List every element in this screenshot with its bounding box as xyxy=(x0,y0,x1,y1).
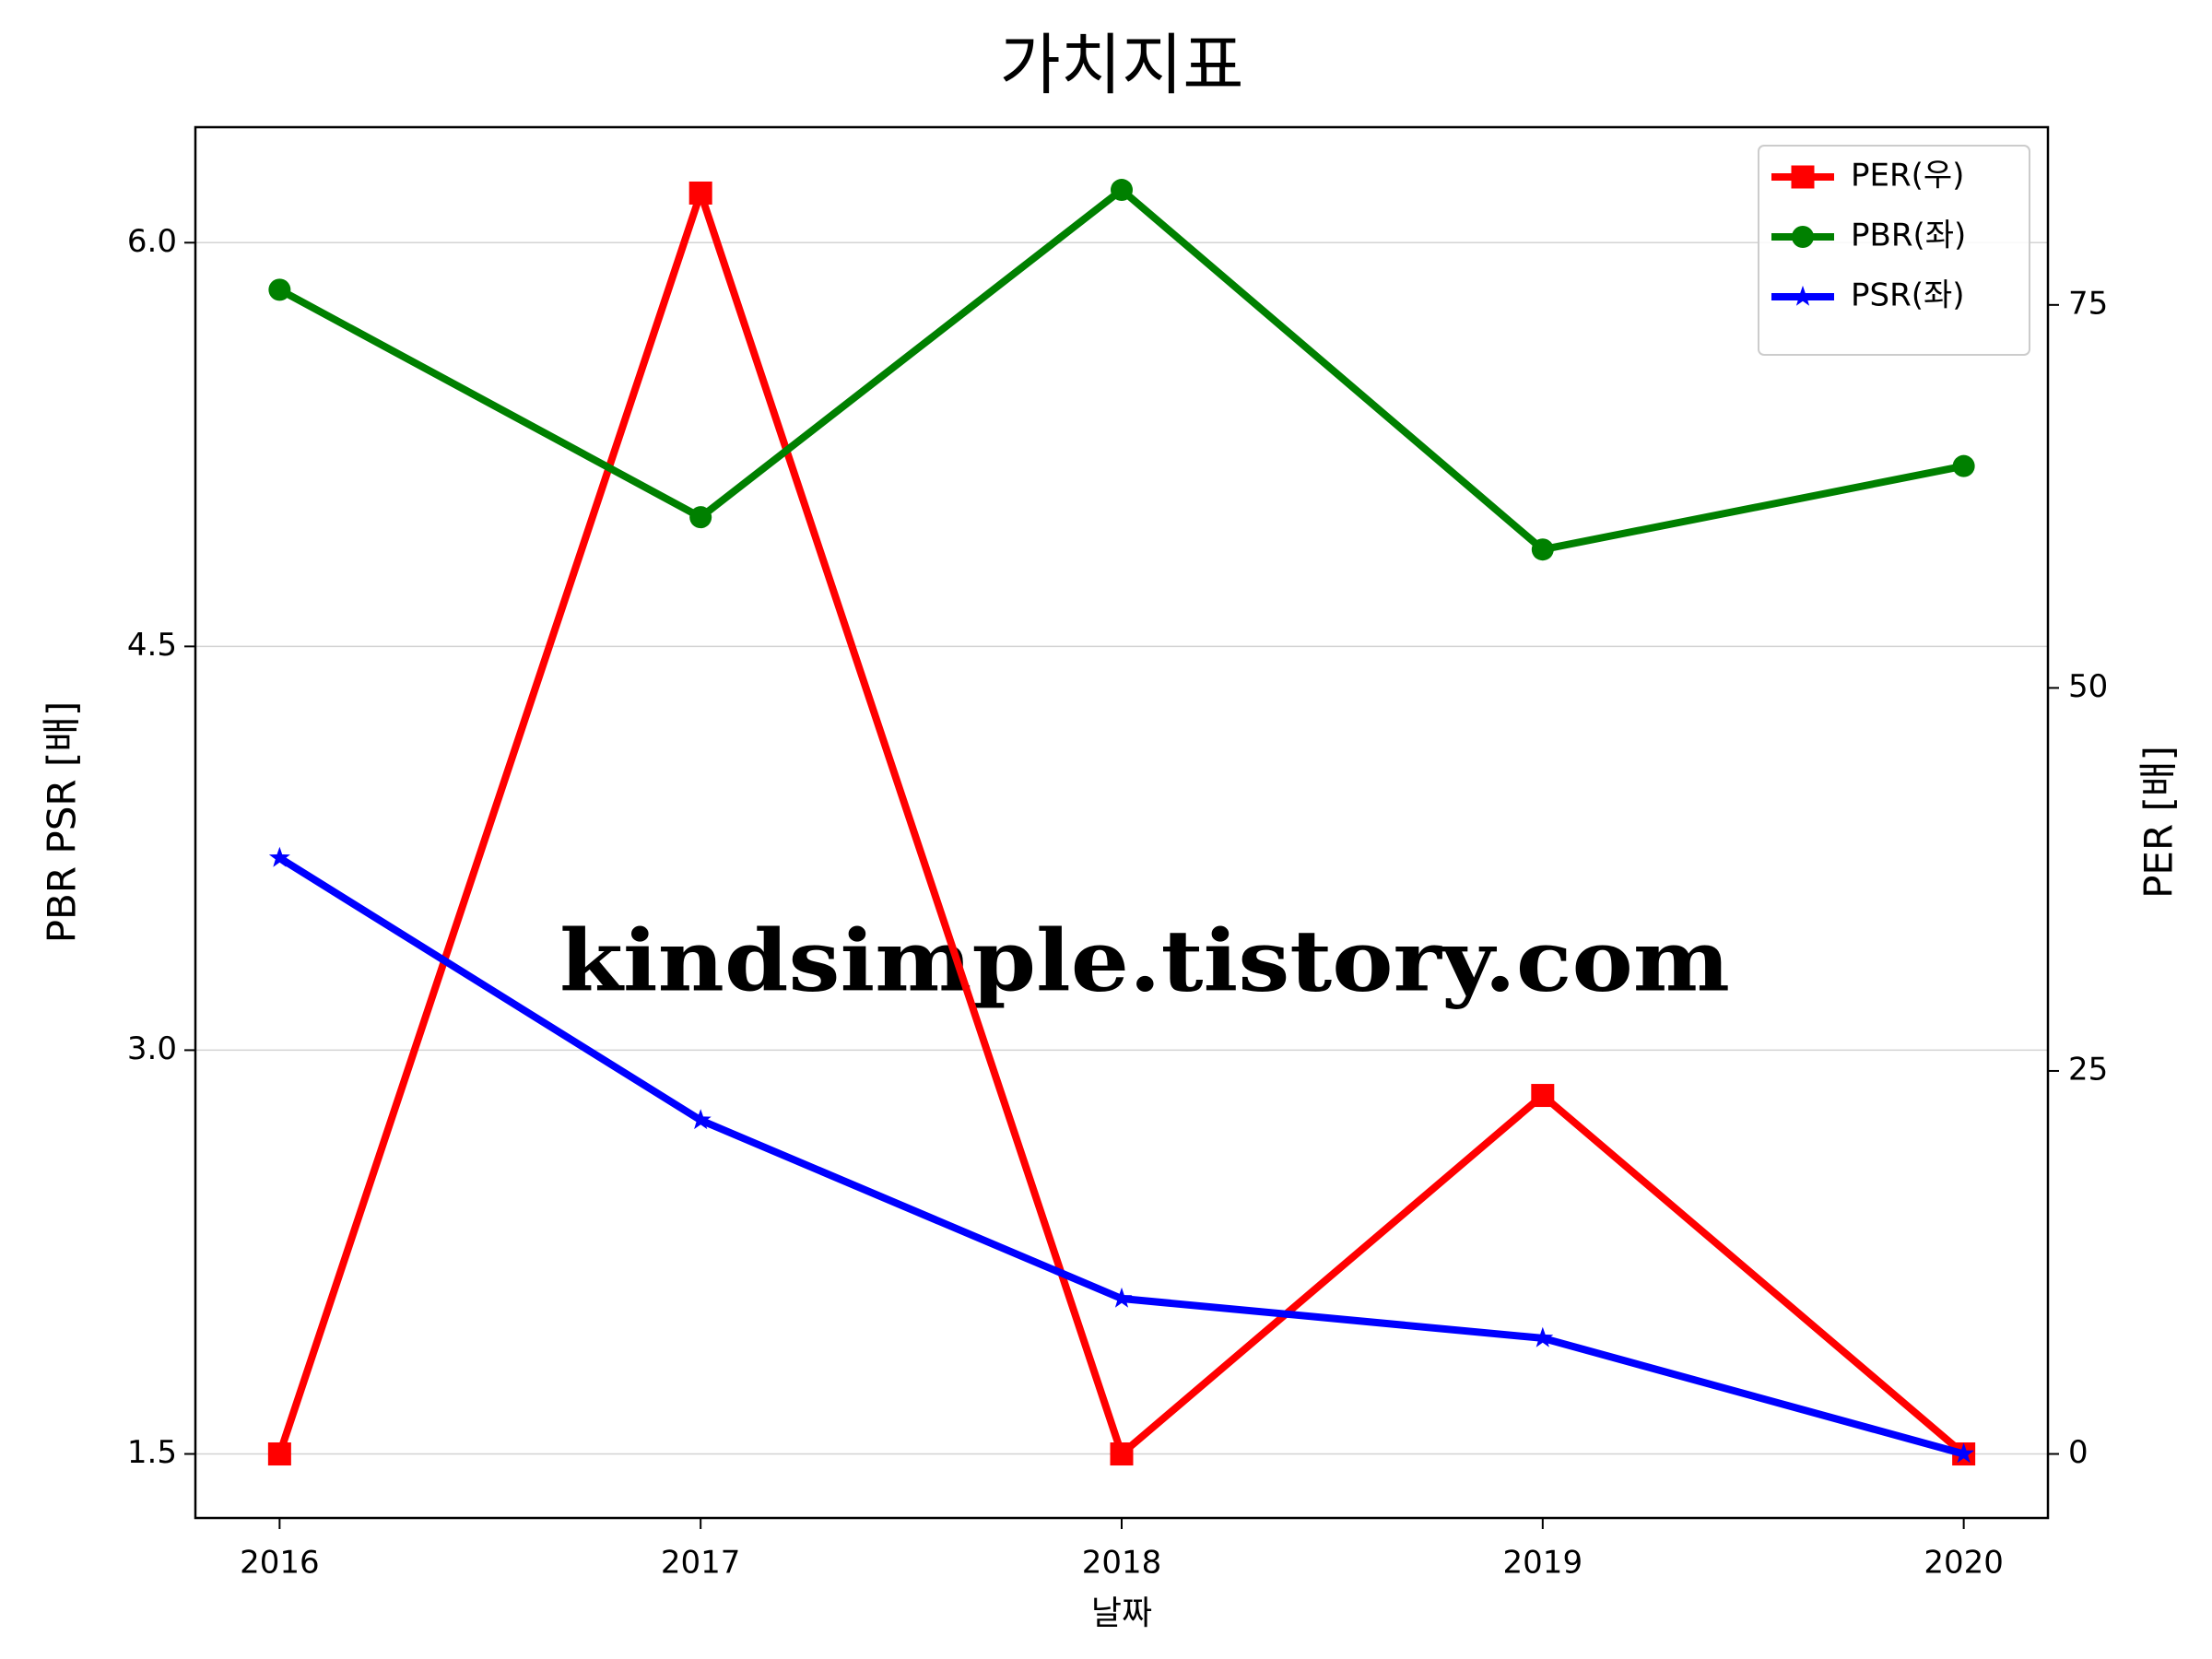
y-tick-label: 3.0 xyxy=(127,1030,177,1067)
marker xyxy=(689,506,712,529)
marker xyxy=(1531,1084,1555,1108)
y2-tick-label: 75 xyxy=(2068,285,2108,322)
x-tick-label: 2018 xyxy=(1082,1545,1162,1582)
y-tick-label: 6.0 xyxy=(127,223,177,260)
marker xyxy=(268,278,291,301)
marker xyxy=(1111,179,1133,202)
y2-axis-label: PER [배] xyxy=(2136,746,2182,899)
marker xyxy=(1111,1287,1133,1308)
marker xyxy=(267,1442,291,1466)
legend: PER(우) PBR(좌) PSR(좌) xyxy=(1758,145,2030,356)
marker xyxy=(1791,165,1815,189)
legend-box xyxy=(1758,145,2030,356)
legend-label: PER(우) xyxy=(1851,158,1964,194)
x-tick-label: 2017 xyxy=(661,1545,741,1582)
marker xyxy=(689,1109,712,1130)
y2-tick-label: 50 xyxy=(2068,668,2108,705)
y-tick-label: 4.5 xyxy=(127,627,177,664)
x-tick-label: 2019 xyxy=(1503,1545,1583,1582)
marker xyxy=(1792,226,1814,248)
y2-tick-label: 25 xyxy=(2068,1051,2108,1088)
y2-tick-label: 0 xyxy=(2068,1434,2088,1471)
x-tick-label: 2016 xyxy=(240,1545,320,1582)
legend-label: PBR(좌) xyxy=(1851,218,1966,254)
marker xyxy=(1792,285,1814,306)
grid xyxy=(195,241,2048,1455)
marker xyxy=(1532,1326,1554,1347)
x-tick-label: 2020 xyxy=(1924,1545,2004,1582)
marker xyxy=(1531,538,1554,561)
chart-title: 가치지표 xyxy=(1000,27,1244,104)
legend-label: PSR(좌) xyxy=(1851,277,1965,314)
marker xyxy=(268,846,290,867)
y-axis-label: PBR PSR [배] xyxy=(40,701,85,944)
x-axis-label: 날짜 xyxy=(1091,1594,1152,1632)
plot-area: kindsimple.tistory.com xyxy=(267,179,1976,1466)
marker xyxy=(1953,1442,1975,1464)
watermark: kindsimple.tistory.com xyxy=(559,912,1730,1011)
y-tick-label: 1.5 xyxy=(127,1434,177,1471)
marker xyxy=(1110,1442,1134,1466)
marker xyxy=(1952,454,1975,477)
marker xyxy=(688,181,712,205)
